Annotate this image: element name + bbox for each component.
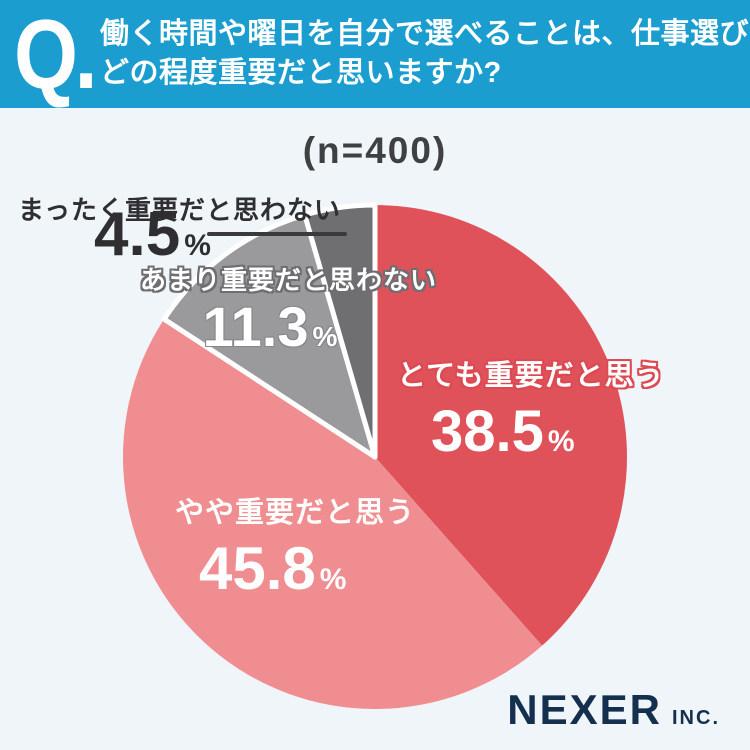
- question-line-2: どの程度重要だと思いますか?: [100, 57, 502, 89]
- percent-sign: %: [547, 425, 575, 458]
- sample-size-label: (n=400): [302, 130, 448, 171]
- brand-suffix: INC.: [672, 707, 720, 729]
- question-text: 働く時間や曜日を自分で選べることは、仕事選びに どの程度重要だと思いますか?: [100, 15, 750, 93]
- slice-value-not-very-important: 11.3 %: [155, 299, 385, 355]
- slice-value-number: 45.8: [199, 535, 316, 602]
- slice-value-least-important: 4.5 %: [94, 204, 211, 266]
- pie-chart: [123, 202, 627, 709]
- slice-label-not-very-important: あまり重要だと思わない: [140, 265, 438, 295]
- slice-value-very-important: 38.5 %: [431, 403, 575, 461]
- leader-line: [207, 232, 347, 236]
- slice-label-very-important: とても重要だと思う: [397, 360, 665, 392]
- q-badge: Q.: [14, 0, 98, 109]
- percent-sign: %: [184, 229, 211, 262]
- question-header: Q. 働く時間や曜日を自分で選べることは、仕事選びに どの程度重要だと思いますか…: [0, 0, 750, 108]
- slice-value-number: 38.5: [431, 399, 544, 464]
- slice-label-somewhat-important: やや重要だと思う: [175, 497, 416, 529]
- pie-slice-3: [302, 202, 378, 460]
- nexer-logo: NEXER INC.: [507, 686, 720, 734]
- brand-name: NEXER: [507, 686, 662, 733]
- slice-value-number: 4.5: [94, 200, 181, 269]
- pie-slice-0: [375, 205, 627, 646]
- slice-value-somewhat-important: 45.8 %: [199, 539, 346, 599]
- slice-label-least-important: まったく重要だと思わない: [18, 195, 341, 225]
- question-line-1: 働く時間や曜日を自分で選べることは、仕事選びに: [100, 18, 750, 50]
- pie-slice-1: [123, 319, 543, 709]
- percent-sign: %: [319, 563, 347, 596]
- slice-value-number: 11.3: [202, 295, 309, 358]
- percent-sign: %: [312, 321, 338, 352]
